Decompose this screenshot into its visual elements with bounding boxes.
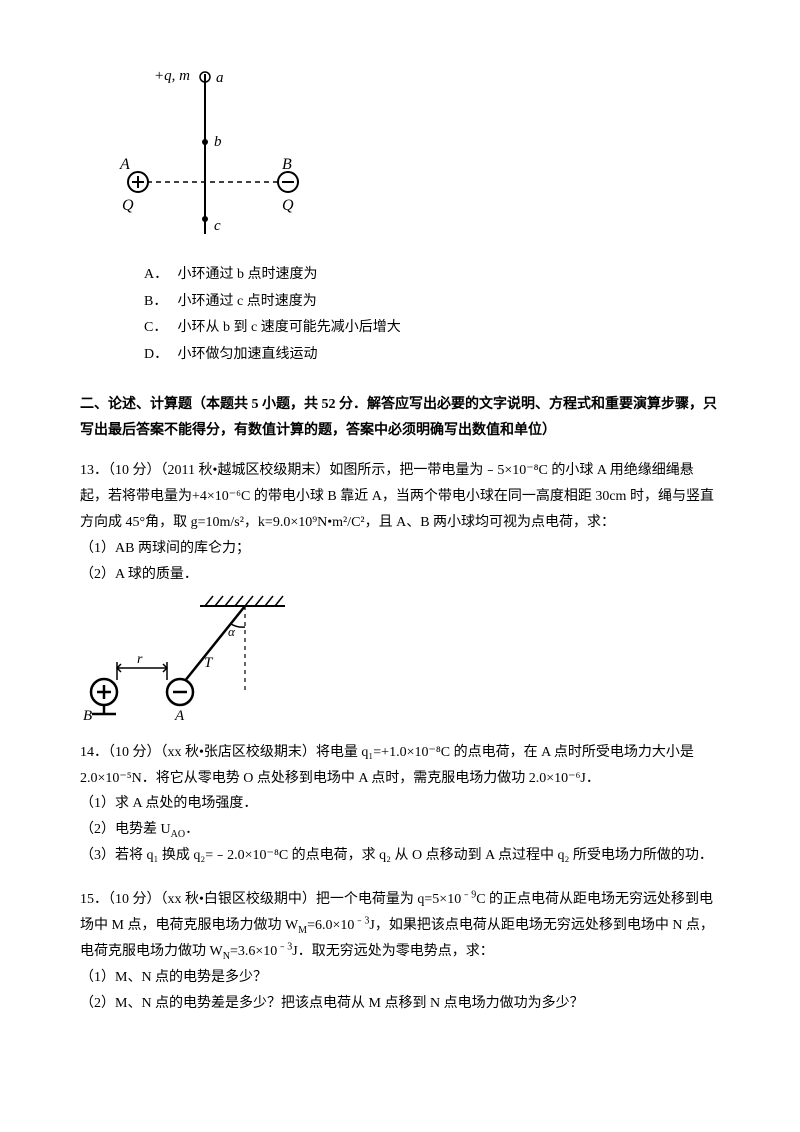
q12-option-d: D． 小环做匀加速直线运动 — [144, 342, 720, 369]
opt-letter: B． — [144, 289, 174, 316]
q14-sub2: （2）电势差 UAO． — [80, 817, 720, 843]
svg-text:B: B — [282, 156, 292, 173]
q15-stem: 15．（10 分）（xx 秋•白银区校级期中）把一个电荷量为 q=5×10﹣9C… — [80, 887, 720, 965]
q14: 14．（10 分）（xx 秋•张店区校级期末）将电量 q₁=+1.0×10⁻⁸C… — [80, 740, 720, 869]
q14-sub1: （1）求 A 点处的电场强度． — [80, 791, 720, 817]
q12-options: A． 小环通过 b 点时速度为 B． 小环通过 c 点时速度为 C． 小环从 b… — [144, 262, 720, 368]
svg-text:T: T — [204, 655, 214, 671]
opt-letter: A． — [144, 262, 174, 289]
q13: 13．（10 分）（2011 秋•越城区校级期末）如图所示，把一带电量为﹣5×1… — [80, 458, 720, 721]
opt-text: 小环通过 b 点时速度为 — [178, 267, 318, 282]
q12-option-b: B． 小环通过 c 点时速度为 — [144, 289, 720, 316]
opt-letter: D． — [144, 342, 174, 369]
opt-text: 小环从 b 到 c 速度可能先减小后增大 — [178, 320, 401, 335]
q13-stem: 13．（10 分）（2011 秋•越城区校级期末）如图所示，把一带电量为﹣5×1… — [80, 458, 720, 536]
opt-text: 小环做匀加速直线运动 — [178, 347, 318, 362]
q13-sub1: （1）AB 两球间的库仑力； — [80, 536, 720, 562]
opt-letter: C． — [144, 315, 174, 342]
q12-option-c: C． 小环从 b 到 c 速度可能先减小后增大 — [144, 315, 720, 342]
svg-text:A: A — [119, 156, 130, 173]
q15-sub1: （1）M、N 点的电势是多少？ — [80, 965, 720, 991]
svg-text:α: α — [228, 624, 236, 639]
svg-text:B: B — [83, 708, 92, 722]
q12-figure: +q, m a b c A B Q Q — [110, 64, 720, 254]
svg-text:b: b — [214, 134, 222, 150]
svg-text:Q: Q — [122, 197, 134, 214]
q15-sub2: （2）M、N 点的电势差是多少？把该点电荷从 M 点移到 N 点电场力做功为多少… — [80, 991, 720, 1017]
q14-stem: 14．（10 分）（xx 秋•张店区校级期末）将电量 q₁=+1.0×10⁻⁸C… — [80, 740, 720, 792]
q13-sub2: （2）A 球的质量． — [80, 562, 720, 588]
svg-text:c: c — [214, 218, 221, 234]
opt-text: 小环通过 c 点时速度为 — [178, 294, 317, 309]
q15: 15．（10 分）（xx 秋•白银区校级期中）把一个电荷量为 q=5×10﹣9C… — [80, 887, 720, 1016]
q13-figure: α T A B r — [80, 592, 720, 722]
svg-text:+q, m: +q, m — [154, 68, 190, 84]
q14-sub3: （3）若将 q₁ 换成 q₂=﹣2.0×10⁻⁸C 的点电荷，求 q₂ 从 O … — [80, 843, 720, 869]
svg-text:r: r — [137, 652, 143, 667]
svg-text:a: a — [216, 70, 224, 86]
q12-option-a: A． 小环通过 b 点时速度为 — [144, 262, 720, 289]
svg-text:A: A — [174, 708, 185, 722]
svg-text:Q: Q — [282, 197, 294, 214]
section2-title: 二、论述、计算题（本题共 5 小题，共 52 分．解答应写出必要的文字说明、方程… — [80, 392, 720, 444]
